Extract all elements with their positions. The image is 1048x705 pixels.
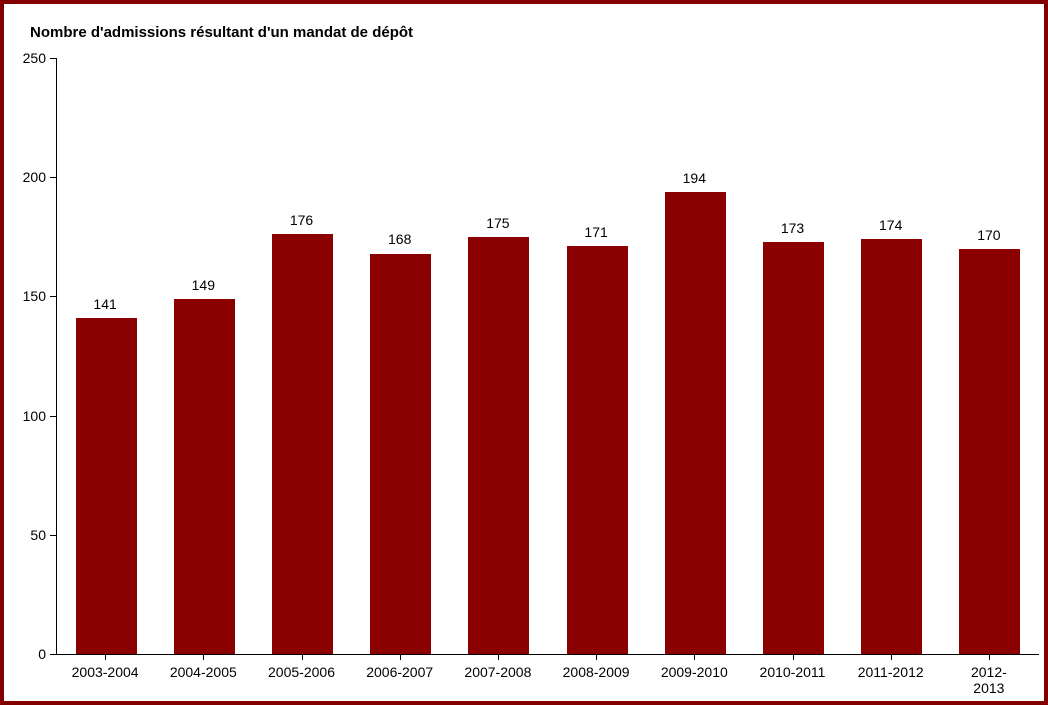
y-tick-label: 250: [23, 50, 46, 66]
y-tick-mark: [50, 654, 56, 655]
bar: [272, 234, 333, 654]
x-tick-label: 2007-2008: [464, 664, 531, 680]
x-tick-label: 2008-2009: [563, 664, 630, 680]
y-tick-label: 100: [23, 408, 46, 424]
x-tick-label: 2010-2011: [760, 664, 826, 680]
bar: [174, 299, 235, 654]
x-tick-label: 2012-2013: [961, 664, 1016, 696]
x-tick-label: 2009-2010: [661, 664, 728, 680]
bar-value-label: 171: [584, 224, 607, 240]
y-tick-label: 0: [38, 646, 46, 662]
x-tick-mark: [498, 654, 499, 660]
bar: [861, 239, 922, 654]
bar-value-label: 174: [879, 217, 902, 233]
bar-value-label: 149: [192, 277, 215, 293]
y-tick-label: 50: [30, 527, 46, 543]
bar-value-label: 173: [781, 220, 804, 236]
y-tick-label: 200: [23, 169, 46, 185]
bar-value-label: 194: [683, 170, 706, 186]
bar: [665, 192, 726, 654]
y-tick-mark: [50, 296, 56, 297]
x-tick-label: 2004-2005: [170, 664, 237, 680]
x-tick-mark: [105, 654, 106, 660]
bar: [468, 237, 529, 654]
x-tick-label: 2006-2007: [366, 664, 433, 680]
x-tick-mark: [596, 654, 597, 660]
y-tick-mark: [50, 58, 56, 59]
bar: [567, 246, 628, 654]
chart-frame: Nombre d'admissions résultant d'un manda…: [0, 0, 1048, 705]
y-tick-label: 150: [23, 288, 46, 304]
bar: [959, 249, 1020, 654]
bar-value-label: 141: [93, 296, 116, 312]
bar: [370, 254, 431, 655]
x-tick-label: 2003-2004: [72, 664, 139, 680]
chart-title: Nombre d'admissions résultant d'un manda…: [30, 24, 413, 41]
bar-value-label: 176: [290, 212, 313, 228]
bar-value-label: 168: [388, 231, 411, 247]
x-tick-mark: [891, 654, 892, 660]
x-tick-mark: [400, 654, 401, 660]
x-tick-mark: [793, 654, 794, 660]
bar-value-label: 170: [977, 227, 1000, 243]
y-tick-mark: [50, 535, 56, 536]
y-tick-mark: [50, 416, 56, 417]
bar-value-label: 175: [486, 215, 509, 231]
x-tick-mark: [989, 654, 990, 660]
bar: [763, 242, 824, 654]
x-tick-mark: [203, 654, 204, 660]
x-tick-label: 2005-2006: [268, 664, 335, 680]
bar: [76, 318, 137, 654]
x-tick-label: 2011-2012: [858, 664, 924, 680]
x-tick-mark: [694, 654, 695, 660]
x-tick-mark: [302, 654, 303, 660]
plot-area: [56, 58, 1039, 655]
y-tick-mark: [50, 177, 56, 178]
